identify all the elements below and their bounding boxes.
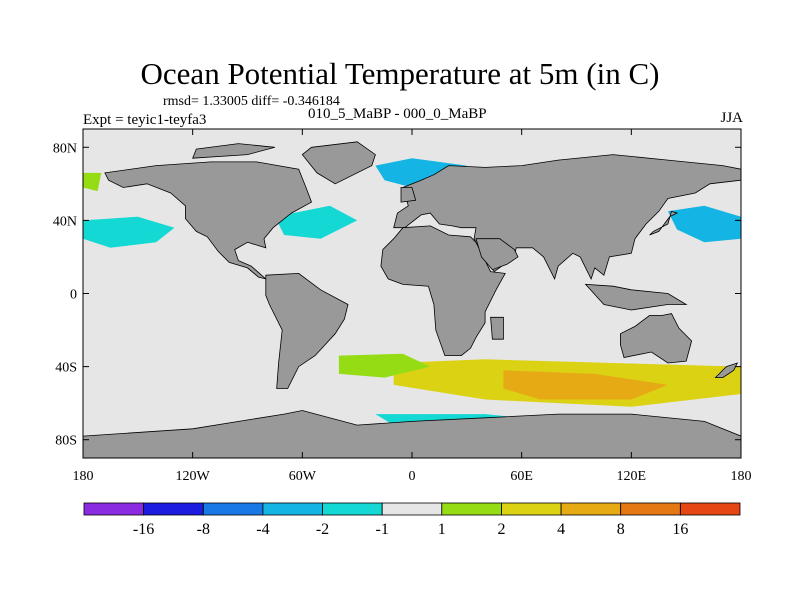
y-tick-label: 80N <box>53 141 77 156</box>
colorbar-segment <box>680 502 741 516</box>
land-canadian-arctic <box>192 143 276 159</box>
land-japan <box>649 210 679 236</box>
colorbar-segment <box>381 502 443 516</box>
season-label: JJA <box>720 110 743 126</box>
colorbar-segment <box>322 502 383 516</box>
y-tick-label: 40S <box>55 361 77 376</box>
anomaly-n-pacific-coast <box>83 172 102 192</box>
land-africa <box>380 225 506 357</box>
stats-text: rmsd= 1.33005 diff= -0.346184 <box>163 94 340 109</box>
x-tick-label: 120W <box>176 469 211 484</box>
x-tick-label: 120E <box>617 469 647 484</box>
colorbar-segment <box>441 502 502 516</box>
colorbar-label: -8 <box>197 521 210 538</box>
colorbar-label: 4 <box>557 521 565 538</box>
experiment-label: Expt = teyic1-teyfa3 <box>83 112 207 128</box>
colorbar-label: 2 <box>498 521 506 538</box>
anomaly-ne-pacific <box>83 216 175 248</box>
colorbar-segment <box>262 502 323 516</box>
x-tick-label: 180 <box>731 469 752 484</box>
anomaly-southern-ocean-core <box>503 370 668 400</box>
y-axis-labels: 80N 40N 0 40S 80S <box>53 141 77 448</box>
anomaly-kuroshio <box>667 205 741 243</box>
colorbar-labels: -16 -8 -4 -2 -1 1 2 4 8 16 <box>133 521 688 538</box>
land-antarctica <box>83 410 741 458</box>
colorbar-label: -2 <box>316 521 329 538</box>
comparison-label: 010_5_MaBP - 000_0_MaBP <box>308 106 487 122</box>
colorbar-label: -16 <box>133 521 154 538</box>
y-tick-label: 0 <box>70 288 77 303</box>
x-tick-label: 0 <box>409 469 416 484</box>
x-tick-label: 60W <box>289 469 317 484</box>
land-greenland <box>301 141 376 185</box>
x-axis-labels: 180 120W 60W 0 60E 120E 180 <box>73 469 752 484</box>
land-uk <box>400 187 417 203</box>
colorbar <box>83 502 741 516</box>
colorbar-segment <box>620 502 681 516</box>
land-north-america <box>104 161 312 280</box>
colorbar-label: 1 <box>438 521 446 538</box>
land-south-america <box>265 272 349 389</box>
colorbar-segment <box>83 502 144 516</box>
x-tick-label: 60E <box>510 469 533 484</box>
axis-ticks <box>82 129 742 458</box>
y-tick-label: 80S <box>55 434 77 449</box>
colorbar-label: 8 <box>617 521 625 538</box>
anomaly-s-atlantic <box>338 353 431 378</box>
colorbar-segment <box>143 502 204 516</box>
anomaly-nw-atlantic <box>274 205 358 239</box>
figure-title: Ocean Potential Temperature at 5m (in C) <box>140 56 660 91</box>
land-layer <box>83 141 741 458</box>
land-australia <box>620 313 693 364</box>
land-indonesia <box>584 283 688 311</box>
colorbar-label: -4 <box>256 521 269 538</box>
land-arabia <box>475 238 519 271</box>
x-tick-label: 180 <box>73 469 94 484</box>
colorbar-label: -1 <box>376 521 389 538</box>
colorbar-segment <box>501 502 562 516</box>
colorbar-label: 16 <box>672 521 688 538</box>
colorbar-segment <box>202 502 264 516</box>
colorbar-segment <box>560 502 622 516</box>
y-tick-label: 40N <box>53 214 77 229</box>
land-madagascar <box>490 316 504 340</box>
